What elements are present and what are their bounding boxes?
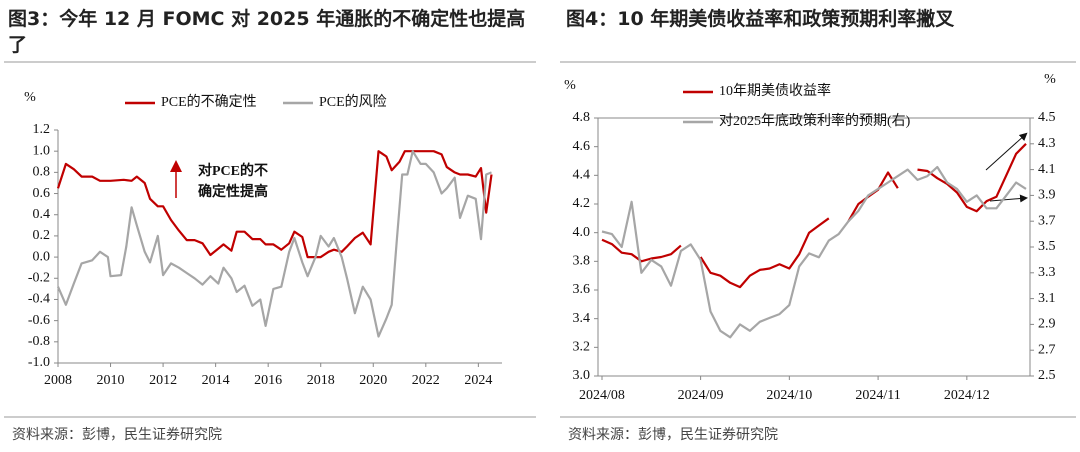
y2-tick-label: 3.1	[1038, 291, 1056, 306]
y2-tick-label: 4.3	[1038, 136, 1056, 151]
source: 资料来源：彭博，民生证券研究院	[568, 427, 778, 443]
x-tick-label: 2008	[44, 373, 72, 388]
x-tick-label: 2024/08	[579, 388, 625, 403]
x-tick-label: 2020	[359, 373, 387, 388]
y2-tick-label: 3.5	[1038, 239, 1056, 254]
x-tick-label: 2010	[97, 373, 125, 388]
legend-label: 对2025年底政策利率的预期(右)	[719, 112, 911, 129]
x-tick-label: 2012	[149, 373, 177, 388]
annotation-arrow	[989, 194, 1028, 203]
y-tick-label: 3.0	[573, 368, 591, 383]
y2-tick-label: 2.5	[1038, 368, 1056, 383]
y-tick-label: -1.0	[28, 355, 50, 370]
x-tick-label: 2024/12	[944, 388, 990, 403]
y-tick-label: 0.6	[33, 186, 51, 201]
y-tick-label: 4.4	[573, 168, 591, 183]
series-line	[56, 150, 492, 338]
y2-tick-label: 3.9	[1038, 188, 1056, 203]
y-tick-label: 1.0	[33, 143, 51, 158]
legend-label: PCE的风险	[319, 94, 387, 110]
y-tick-label: 3.8	[573, 254, 591, 269]
x-tick-label: 2024/09	[678, 388, 724, 403]
y2-tick-label: 2.9	[1038, 317, 1056, 332]
y-tick-label: 1.2	[33, 122, 51, 137]
legend-label: 10年期美债收益率	[719, 82, 831, 99]
y2-axis-label: %	[1044, 72, 1056, 87]
source: 资料来源：彭博，民生证券研究院	[12, 427, 222, 443]
y-tick-label: 3.2	[573, 340, 591, 355]
y-tick-label: 4.8	[573, 110, 591, 125]
y-tick-label: 4.0	[573, 225, 591, 240]
x-tick-label: 2024	[464, 373, 492, 388]
annotation: 对PCE的不	[198, 162, 268, 179]
y-tick-label: -0.4	[28, 292, 50, 307]
x-tick-label: 2018	[307, 373, 335, 388]
y2-tick-label: 4.5	[1038, 110, 1056, 125]
y2-tick-label: 3.3	[1038, 265, 1056, 280]
plot-frame	[597, 117, 1031, 377]
y-tick-label: 0.8	[33, 165, 51, 180]
annotation: 确定性提高	[198, 183, 268, 200]
y-tick-label: -0.2	[28, 270, 50, 285]
y-tick-label: 0.0	[33, 249, 51, 264]
series-line	[601, 165, 1027, 339]
y-axis-label: %	[564, 78, 576, 93]
x-tick-label: 2022	[412, 373, 440, 388]
series-line	[601, 143, 1027, 289]
legend-label: PCE的不确定性	[161, 94, 257, 110]
y-tick-label: 0.2	[33, 228, 51, 243]
series-line	[56, 150, 493, 259]
y-tick-label: 0.4	[33, 207, 51, 222]
chart-title: 图3：今年 12 月 FOMC 对 2025 年通胀的不确定性也提高了	[8, 8, 526, 56]
y-tick-label: -0.6	[28, 313, 50, 328]
x-tick-label: 2016	[254, 373, 282, 388]
y-tick-label: -0.8	[28, 334, 50, 349]
y-axis-label: %	[24, 90, 36, 105]
x-tick-label: 2014	[202, 373, 230, 388]
y-tick-label: 4.2	[573, 196, 591, 211]
y-tick-label: 4.6	[573, 139, 591, 154]
y-tick-label: 3.4	[573, 311, 591, 326]
chart-title: 图4：10 年期美债收益率和政策预期利率撇叉	[566, 8, 955, 30]
x-tick-label: 2024/10	[766, 388, 812, 403]
y2-tick-label: 4.1	[1038, 162, 1056, 177]
annotation-arrow	[985, 132, 1028, 171]
y2-tick-label: 3.7	[1038, 213, 1056, 228]
y2-tick-label: 2.7	[1038, 342, 1056, 357]
x-tick-label: 2024/11	[855, 388, 900, 403]
y-tick-label: 3.6	[573, 282, 591, 297]
